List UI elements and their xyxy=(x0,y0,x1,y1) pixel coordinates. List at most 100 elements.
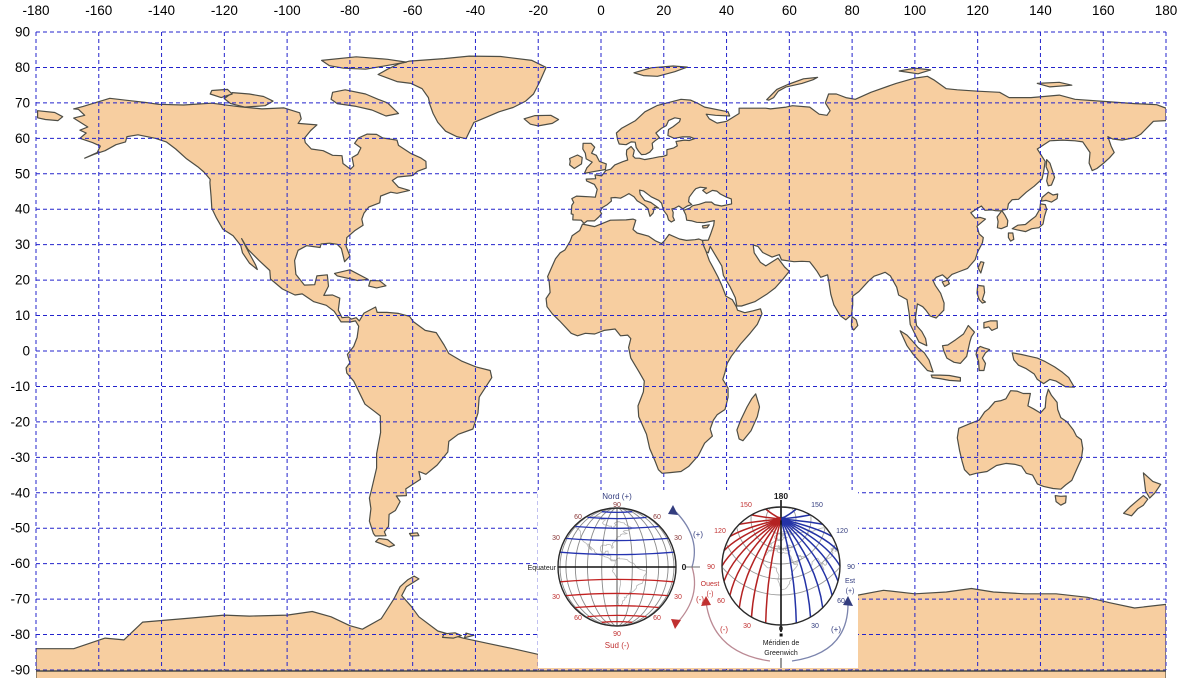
arrowhead-west xyxy=(701,596,711,606)
land-layer xyxy=(36,55,1166,678)
axis-label-lon: 40 xyxy=(719,3,734,18)
land-sulawesi xyxy=(975,345,991,372)
lat-degree-label: 30 xyxy=(674,535,682,542)
axis-label-lat: 60 xyxy=(15,131,30,146)
land-americas xyxy=(73,97,493,537)
lon-degree-east: 150 xyxy=(811,502,823,509)
land-madagascar xyxy=(736,393,761,442)
lat-degree-label: 30 xyxy=(552,594,560,601)
axis-label-lon: 100 xyxy=(904,3,927,18)
lon-degree-west: 150 xyxy=(740,502,752,509)
parallel-south xyxy=(559,578,675,583)
land-borneo xyxy=(941,324,976,364)
land-nz-north xyxy=(1142,472,1162,499)
meridian-east xyxy=(780,518,824,608)
land-mindanao xyxy=(983,320,998,331)
axis-label-lon: -40 xyxy=(466,3,486,18)
axis-label-lat: -70 xyxy=(10,592,30,607)
parallel-south xyxy=(601,621,633,623)
land-iceland xyxy=(523,114,560,127)
meridian-east xyxy=(780,518,833,596)
land-novaya-zemlya xyxy=(766,76,819,101)
axis-label-lat: 30 xyxy=(15,237,30,252)
axis-label-lon: 60 xyxy=(782,3,797,18)
land-sumatra xyxy=(899,330,934,373)
parallel-north xyxy=(575,525,659,529)
faint-continents xyxy=(766,527,839,571)
land-hokkaido xyxy=(1040,191,1059,203)
meridien-label-2: Greenwich xyxy=(764,650,798,657)
axis-label-lat: 10 xyxy=(15,308,30,323)
axis-label-lat: -60 xyxy=(10,556,30,571)
land-banks-island xyxy=(209,88,233,99)
faint-continents xyxy=(559,513,648,606)
land-ireland xyxy=(569,154,583,170)
axis-label-lon: 140 xyxy=(1029,3,1052,18)
axis-label-lat: -40 xyxy=(10,485,30,500)
lat-degree-label: 60 xyxy=(653,615,661,622)
lon-arc-minus xyxy=(705,601,771,662)
axis-label-lat: -10 xyxy=(10,379,30,394)
land-greenland xyxy=(377,55,547,140)
meridian-west xyxy=(729,518,782,596)
land-new-guinea xyxy=(1011,352,1075,388)
land-java xyxy=(930,374,961,382)
lon-degree-west: 60 xyxy=(717,598,725,605)
lon-degree-east: 90 xyxy=(847,564,855,571)
coordinate-legend-inset: 30 30 30 30 60 60 60 60 30 30 60 60 90 90 120 120 150 15… xyxy=(528,490,858,668)
pole-dot-east xyxy=(781,516,786,522)
land-baffin xyxy=(330,89,400,117)
axis-label-lon: -60 xyxy=(403,3,423,18)
axis-label-lat: -20 xyxy=(10,414,30,429)
lat-arc-minus xyxy=(677,566,696,623)
land-cuba xyxy=(333,269,369,282)
arrowhead-south xyxy=(671,619,681,629)
lat-zero-label: 0 xyxy=(682,562,687,572)
globe-outline xyxy=(721,506,841,626)
land-hainan xyxy=(941,279,950,288)
axis-label-lat: 40 xyxy=(15,202,30,217)
lon-degree-west: 30 xyxy=(743,623,751,630)
lat-degree-label: 30 xyxy=(674,594,682,601)
land-victoria-island xyxy=(223,92,274,108)
land-hispaniola xyxy=(368,279,387,289)
axis-label-lat: -50 xyxy=(10,521,30,536)
land-australia xyxy=(956,388,1084,490)
lon-zero-label: 0 xyxy=(779,624,783,633)
latitude-globe: 30 30 30 30 60 60 60 60 xyxy=(552,507,682,627)
land-ellesmere xyxy=(321,56,407,70)
land-great-britain xyxy=(582,142,607,174)
land-falklands xyxy=(408,532,420,537)
meridian-east xyxy=(780,518,841,567)
land-new-siberian-islands xyxy=(1036,81,1073,88)
meridian-west xyxy=(750,518,782,618)
axis-label-lon: 20 xyxy=(656,3,671,18)
axis-label-lon: -140 xyxy=(148,3,175,18)
lon-degree-west: 90 xyxy=(707,564,715,571)
land-sakhalin xyxy=(1045,159,1056,187)
sud-label: Sud (-) xyxy=(605,641,630,650)
axis-label-lon: 120 xyxy=(966,3,989,18)
axis-label-lon: 80 xyxy=(845,3,860,18)
longitude-globe: 30 30 60 60 90 90 120 120 150 150 xyxy=(707,500,855,668)
lat-minus-label: (-) xyxy=(696,595,704,604)
axis-label-lon: -180 xyxy=(22,3,49,18)
ouest-label: Ouest xyxy=(701,581,720,588)
meridian-east xyxy=(780,518,833,538)
axis-label-lat: 70 xyxy=(15,95,30,110)
parallel-north xyxy=(587,516,647,520)
meridian-east xyxy=(780,518,839,552)
globe-outline xyxy=(557,507,677,627)
axis-label-lon: -80 xyxy=(340,3,360,18)
parallel-north xyxy=(565,537,669,542)
arrowhead-east xyxy=(843,596,853,606)
meridian-east xyxy=(780,518,839,582)
lat-arc-plus xyxy=(675,511,696,568)
lon-degree-east: 30 xyxy=(811,623,819,630)
meridian-east xyxy=(780,518,798,624)
equateur-label: Equateur xyxy=(528,565,557,572)
lat-90-south-label: 90 xyxy=(613,631,621,638)
land-kyushu xyxy=(1007,232,1015,242)
lon-minus-label: (-) xyxy=(720,625,728,634)
